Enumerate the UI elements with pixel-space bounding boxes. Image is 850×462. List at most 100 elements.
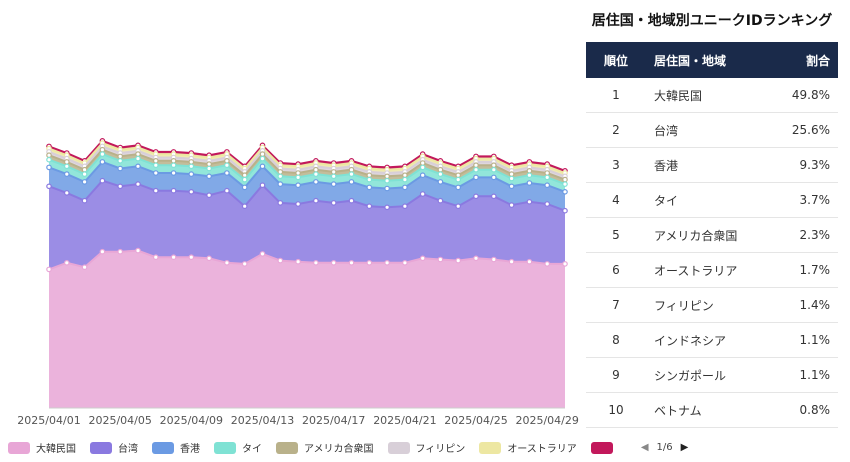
data-point[interactable] [81,197,88,204]
data-point[interactable] [188,163,195,170]
data-point[interactable] [153,158,159,164]
data-point[interactable] [544,170,551,176]
data-point[interactable] [437,179,444,185]
data-point[interactable] [313,171,319,177]
data-point[interactable] [402,172,408,179]
data-point[interactable] [259,251,266,257]
data-point[interactable] [348,171,355,177]
data-point[interactable] [562,181,568,187]
data-point[interactable] [188,254,195,261]
data-point[interactable] [402,259,408,266]
data-point[interactable] [188,171,195,177]
data-point[interactable] [384,177,390,184]
data-point[interactable] [46,183,52,190]
data-point[interactable] [277,257,284,264]
data-point[interactable] [562,189,568,195]
data-point[interactable] [562,176,568,183]
data-point[interactable] [419,160,426,166]
data-point[interactable] [277,173,284,180]
data-point[interactable] [490,174,497,181]
data-point[interactable] [455,172,462,179]
data-point[interactable] [170,187,177,194]
data-point[interactable] [295,182,301,189]
data-point[interactable] [46,266,52,273]
data-point[interactable] [170,170,177,176]
data-point[interactable] [241,203,248,210]
data-point[interactable] [206,173,212,180]
data-point[interactable] [526,258,533,265]
data-point[interactable] [402,184,408,191]
data-point[interactable] [170,254,177,261]
data-point[interactable] [224,259,230,266]
data-point[interactable] [135,247,141,254]
data-point[interactable] [526,172,533,179]
data-point[interactable] [437,171,444,177]
data-point[interactable] [188,159,195,165]
data-point[interactable] [81,171,88,177]
data-point[interactable] [384,173,390,180]
data-point[interactable] [99,177,106,184]
data-point[interactable] [277,181,284,187]
data-point[interactable] [135,181,141,187]
data-point[interactable] [259,151,266,157]
data-point[interactable] [117,153,124,160]
data-point[interactable] [259,155,266,162]
data-point[interactable] [99,159,106,165]
data-point[interactable] [419,191,426,197]
data-point[interactable] [473,255,479,262]
legend-item[interactable]: タイ [214,440,262,455]
data-point[interactable] [206,255,212,262]
data-point[interactable] [473,166,479,173]
data-point[interactable] [153,254,159,261]
data-point[interactable] [366,203,373,210]
data-point[interactable] [348,197,355,204]
data-point[interactable] [313,179,319,185]
data-point[interactable] [64,259,70,266]
data-point[interactable] [437,166,444,173]
chevron-right-icon[interactable]: ▶ [680,442,689,453]
data-point[interactable] [348,259,355,266]
data-point[interactable] [490,166,497,173]
data-point[interactable] [206,161,212,167]
data-point[interactable] [473,162,479,169]
data-point[interactable] [313,197,319,204]
legend-item[interactable] [590,441,619,454]
data-point[interactable] [170,162,177,169]
data-point[interactable] [135,151,141,157]
data-point[interactable] [544,201,551,207]
data-point[interactable] [330,173,337,180]
data-point[interactable] [384,185,390,192]
data-point[interactable] [402,176,408,183]
data-point[interactable] [348,179,355,185]
chevron-left-icon[interactable]: ◀ [640,442,649,453]
data-point[interactable] [490,193,497,200]
data-point[interactable] [153,162,159,169]
data-point[interactable] [562,261,568,267]
data-point[interactable] [295,258,301,265]
data-point[interactable] [117,158,124,164]
data-point[interactable] [313,259,319,266]
data-point[interactable] [259,163,266,170]
legend-item[interactable]: アメリカ合衆国 [276,440,374,455]
data-point[interactable] [206,165,212,172]
data-point[interactable] [419,172,426,179]
data-point[interactable] [366,184,373,191]
data-point[interactable] [348,166,355,173]
legend-item[interactable]: フィリピン [387,440,465,455]
data-point[interactable] [313,166,319,173]
data-point[interactable] [508,183,515,190]
data-point[interactable] [330,259,337,266]
data-point[interactable] [135,155,141,162]
data-point[interactable] [544,182,551,189]
data-point[interactable] [330,169,337,175]
data-point[interactable] [544,174,551,181]
data-point[interactable] [241,184,248,191]
data-point[interactable] [330,181,337,187]
legend-item[interactable]: 大韓民国 [8,440,76,455]
data-point[interactable] [508,202,515,208]
data-point[interactable] [526,180,533,186]
data-point[interactable] [473,174,479,181]
data-point[interactable] [526,168,533,174]
data-point[interactable] [419,255,426,262]
data-point[interactable] [224,162,230,169]
